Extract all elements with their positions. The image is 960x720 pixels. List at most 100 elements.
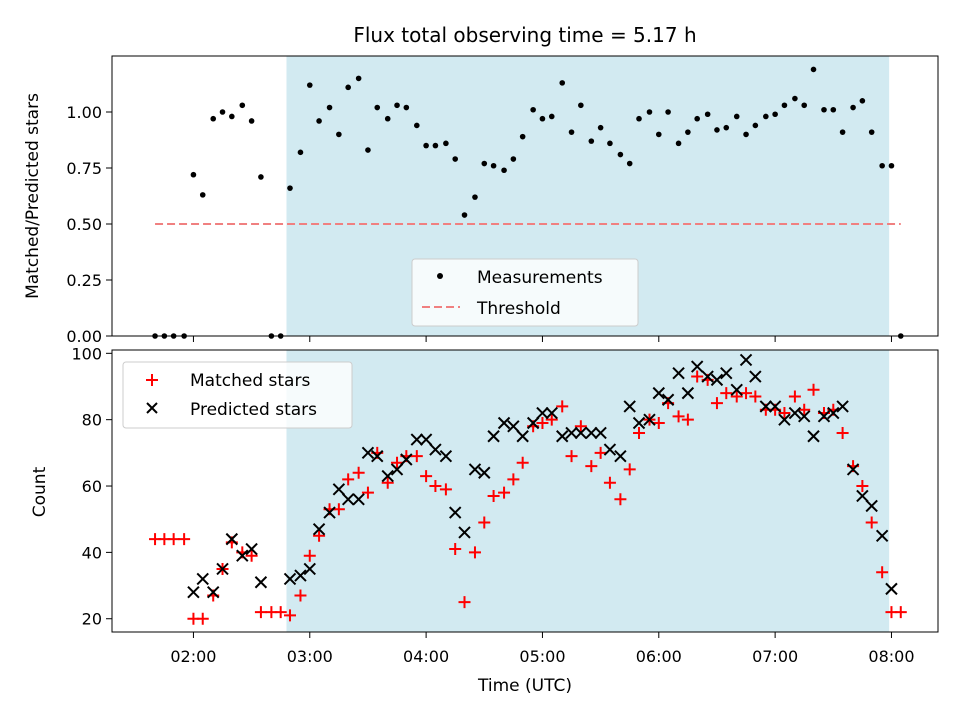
measurement-point bbox=[336, 131, 342, 138]
predicted-star-point bbox=[594, 426, 607, 440]
bottom-ytick-label: 20 bbox=[82, 610, 102, 629]
matched-star-point bbox=[585, 460, 598, 473]
predicted-star-point bbox=[739, 353, 753, 367]
measurement-point bbox=[539, 115, 546, 122]
predicted-star-point bbox=[690, 360, 704, 373]
matched-star-point bbox=[545, 413, 558, 426]
matched-star-point bbox=[614, 493, 627, 506]
measurement-point bbox=[850, 104, 856, 111]
legend-matched-marker bbox=[146, 374, 158, 386]
legend-predicted-label: Predicted stars bbox=[190, 400, 317, 420]
predicted-star-point bbox=[885, 582, 898, 596]
predicted-star-point bbox=[623, 400, 636, 413]
predicted-star-point bbox=[827, 406, 840, 420]
bottom-ytick-label: 60 bbox=[82, 477, 102, 496]
measurement-point bbox=[559, 80, 566, 86]
matched-star-point bbox=[672, 410, 685, 423]
matched-star-point bbox=[313, 529, 326, 542]
measurement-point bbox=[743, 131, 749, 138]
predicted-star-point bbox=[730, 383, 743, 397]
measurement-point bbox=[443, 140, 449, 147]
measurement-point bbox=[210, 115, 217, 122]
matched-star-point bbox=[565, 450, 578, 463]
measurement-point bbox=[763, 113, 769, 120]
matched-star-point bbox=[691, 370, 704, 383]
matched-star-point bbox=[254, 606, 267, 619]
matched-star-point bbox=[556, 400, 569, 413]
bottom-xtick-label: 03:00 bbox=[287, 647, 333, 666]
predicted-star-point bbox=[585, 426, 598, 440]
predicted-star-point bbox=[312, 522, 326, 536]
predicted-star-point bbox=[536, 406, 549, 420]
measurement-point bbox=[839, 129, 846, 135]
predicted-star-point bbox=[710, 373, 724, 387]
measurement-point bbox=[199, 192, 206, 198]
predicted-star-point bbox=[720, 367, 733, 380]
predicted-star-point bbox=[390, 463, 404, 476]
predicted-star-point bbox=[759, 400, 773, 413]
measurement-point bbox=[355, 75, 362, 82]
measurement-point bbox=[626, 160, 633, 167]
matched-star-point bbox=[245, 549, 258, 562]
matched-star-point bbox=[458, 596, 471, 609]
predicted-star-point bbox=[448, 506, 462, 519]
predicted-star-point bbox=[439, 449, 453, 463]
top-ytick-label: 1.00 bbox=[66, 103, 102, 122]
predicted-star-point bbox=[303, 562, 316, 576]
legend-predicted-marker bbox=[146, 402, 158, 414]
legend-measurements-marker bbox=[437, 273, 443, 279]
measurement-point bbox=[752, 122, 759, 129]
matched-star-point bbox=[332, 503, 345, 516]
predicted-star-point bbox=[381, 469, 394, 483]
predicted-star-point bbox=[487, 430, 500, 443]
measurement-point bbox=[888, 162, 895, 169]
measurement-point bbox=[219, 109, 226, 115]
bottom-ytick-label: 40 bbox=[82, 543, 102, 562]
predicted-star-point bbox=[807, 430, 820, 443]
matched-star-point bbox=[749, 390, 762, 403]
matched-star-point bbox=[274, 606, 287, 619]
measurement-point bbox=[461, 212, 468, 218]
matched-star-point bbox=[516, 456, 529, 469]
predicted-star-point bbox=[661, 393, 675, 406]
top-legend: Measurements Threshold bbox=[411, 258, 639, 327]
top-legend-box bbox=[411, 258, 639, 327]
measurement-point bbox=[530, 106, 536, 113]
predicted-star-point bbox=[400, 453, 413, 466]
matched-star-point bbox=[429, 480, 442, 493]
matched-star-point bbox=[381, 476, 394, 489]
top-panel: Flux total observing time = 5.17 h Match… bbox=[23, 23, 939, 346]
matched-star-point bbox=[449, 543, 462, 556]
matched-star-point bbox=[788, 390, 801, 403]
predicted-star-point bbox=[652, 386, 665, 400]
matched-star-point bbox=[487, 489, 500, 502]
measurement-point bbox=[258, 174, 264, 180]
measurement-point bbox=[646, 109, 653, 115]
predicted-star-point bbox=[603, 443, 617, 456]
measurement-point bbox=[190, 171, 197, 178]
measurement-point bbox=[694, 115, 700, 122]
predicted-star-point bbox=[332, 483, 346, 496]
measurement-point bbox=[239, 102, 246, 109]
matched-star-point bbox=[865, 516, 878, 529]
matched-star-point bbox=[633, 426, 646, 439]
predicted-star-point bbox=[798, 410, 811, 423]
matched-star-point bbox=[178, 533, 191, 546]
bottom-xtick-label: 06:00 bbox=[636, 647, 682, 666]
measurement-point bbox=[519, 133, 526, 140]
measurement-point bbox=[501, 167, 507, 174]
predicted-star-point bbox=[507, 420, 520, 433]
bottom-xtick-label: 02:00 bbox=[170, 647, 216, 666]
top-ytick-label: 0.50 bbox=[66, 215, 102, 234]
predicted-star-point bbox=[468, 463, 482, 476]
predicted-star-point bbox=[749, 370, 762, 383]
measurement-point bbox=[879, 162, 885, 169]
measurement-point bbox=[655, 131, 662, 138]
matched-star-point bbox=[720, 387, 733, 400]
predicted-star-point bbox=[632, 416, 646, 430]
predicted-star-point bbox=[361, 446, 375, 460]
predicted-star-point bbox=[225, 532, 239, 546]
predicted-star-point bbox=[323, 506, 336, 519]
predicted-star-point bbox=[371, 449, 384, 463]
top-ytick-label: 0.25 bbox=[66, 271, 102, 290]
